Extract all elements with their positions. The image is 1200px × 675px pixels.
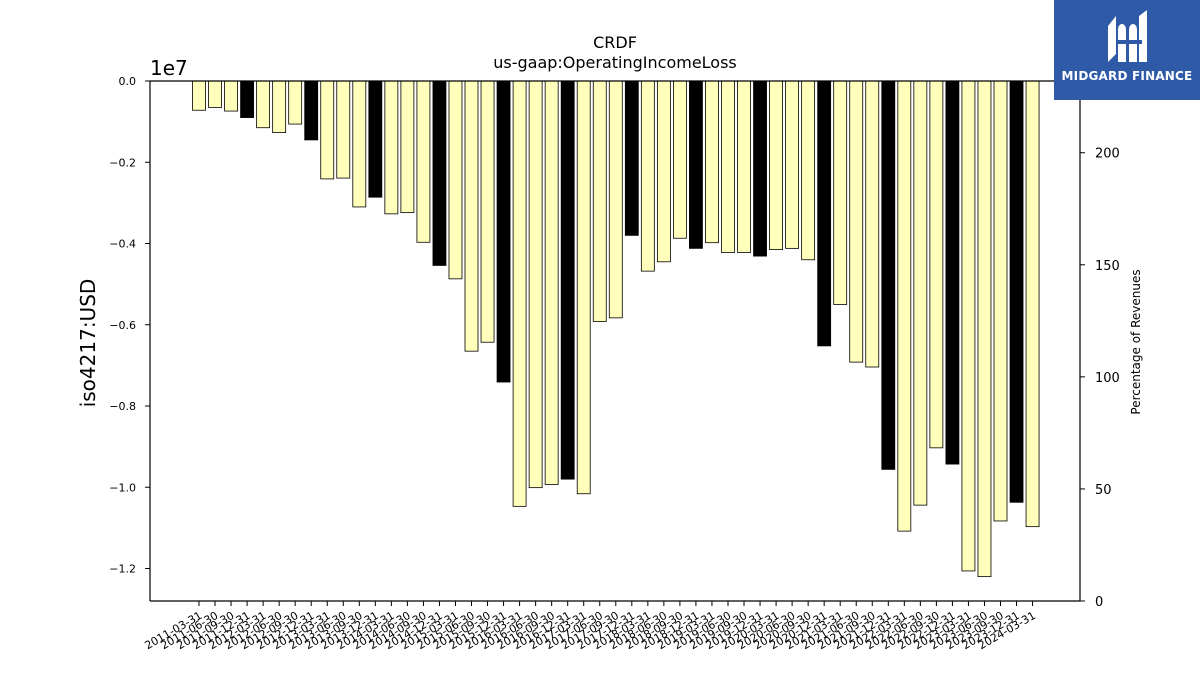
bar — [224, 80, 238, 112]
axes: 0.0−0.2−0.4−0.6−0.8−1.0−1.20501001502002… — [109, 75, 1120, 652]
bar — [769, 80, 783, 250]
bar — [512, 80, 527, 507]
bar-series — [192, 80, 1040, 578]
bar — [673, 80, 687, 239]
bar — [496, 80, 511, 383]
bar — [753, 80, 767, 257]
bar — [801, 80, 816, 261]
y-tick-label: 0.0 — [119, 75, 137, 88]
bar — [833, 80, 848, 305]
y-tick-label: −0.6 — [109, 319, 136, 332]
y-tick-label: −1.2 — [109, 563, 136, 576]
bar — [384, 80, 399, 215]
bar — [881, 80, 896, 470]
bar — [624, 80, 639, 236]
bar — [993, 80, 1008, 522]
bar — [192, 80, 206, 111]
bar — [721, 80, 735, 253]
bar — [544, 80, 559, 485]
y2-tick-label: 150 — [1095, 259, 1120, 274]
bar — [272, 80, 287, 133]
bar — [817, 80, 832, 347]
bar — [1025, 80, 1040, 528]
y2-tick-label: 50 — [1095, 483, 1112, 498]
brand-logo: MIDGARD FINANCE — [1054, 0, 1200, 100]
brand-name: MIDGARD FINANCE — [1061, 69, 1193, 83]
y2-tick-label: 0 — [1095, 595, 1103, 610]
bar — [432, 80, 447, 266]
bar — [737, 80, 751, 253]
chart-subtitle: us-gaap:OperatingIncomeLoss — [493, 53, 737, 72]
bar — [352, 80, 367, 208]
bar — [400, 80, 415, 214]
y-tick-label: −1.0 — [109, 481, 136, 494]
y-tick-label: −0.4 — [109, 238, 136, 251]
bar — [705, 80, 719, 244]
bar — [240, 80, 254, 118]
y2-axis-label: Percentage of Revenues — [1129, 269, 1143, 414]
bar — [608, 80, 623, 319]
y-axis-label: iso4217:USD — [76, 279, 100, 408]
bar — [897, 80, 912, 532]
bar — [977, 80, 992, 578]
y-tick-label: −0.2 — [109, 156, 136, 169]
y2-tick-label: 200 — [1095, 147, 1120, 162]
bar — [865, 80, 880, 368]
bar — [448, 80, 463, 280]
chart-title: CRDF — [593, 33, 637, 52]
bar — [849, 80, 864, 363]
bar — [336, 80, 351, 179]
y2-tick-label: 100 — [1095, 371, 1120, 386]
bar — [576, 80, 591, 495]
bar — [304, 80, 319, 141]
bar — [416, 80, 431, 243]
bar — [785, 80, 800, 249]
bar — [256, 80, 271, 129]
bar — [320, 80, 335, 180]
bar — [689, 80, 703, 249]
bar — [1009, 80, 1024, 503]
bar — [929, 80, 944, 449]
bar — [480, 80, 495, 343]
bar — [640, 80, 655, 272]
bar — [913, 80, 928, 506]
midgard-logo-icon — [1108, 10, 1147, 62]
bar — [961, 80, 976, 572]
bar — [945, 80, 960, 465]
bar — [592, 80, 607, 322]
bar — [528, 80, 543, 489]
y-scale-label: 1e7 — [150, 56, 188, 80]
y-tick-label: −0.8 — [109, 400, 136, 413]
bar — [368, 80, 383, 198]
bar — [560, 80, 575, 480]
bar — [656, 80, 671, 263]
bar — [464, 80, 479, 352]
bar — [208, 80, 222, 108]
bar — [288, 80, 303, 125]
